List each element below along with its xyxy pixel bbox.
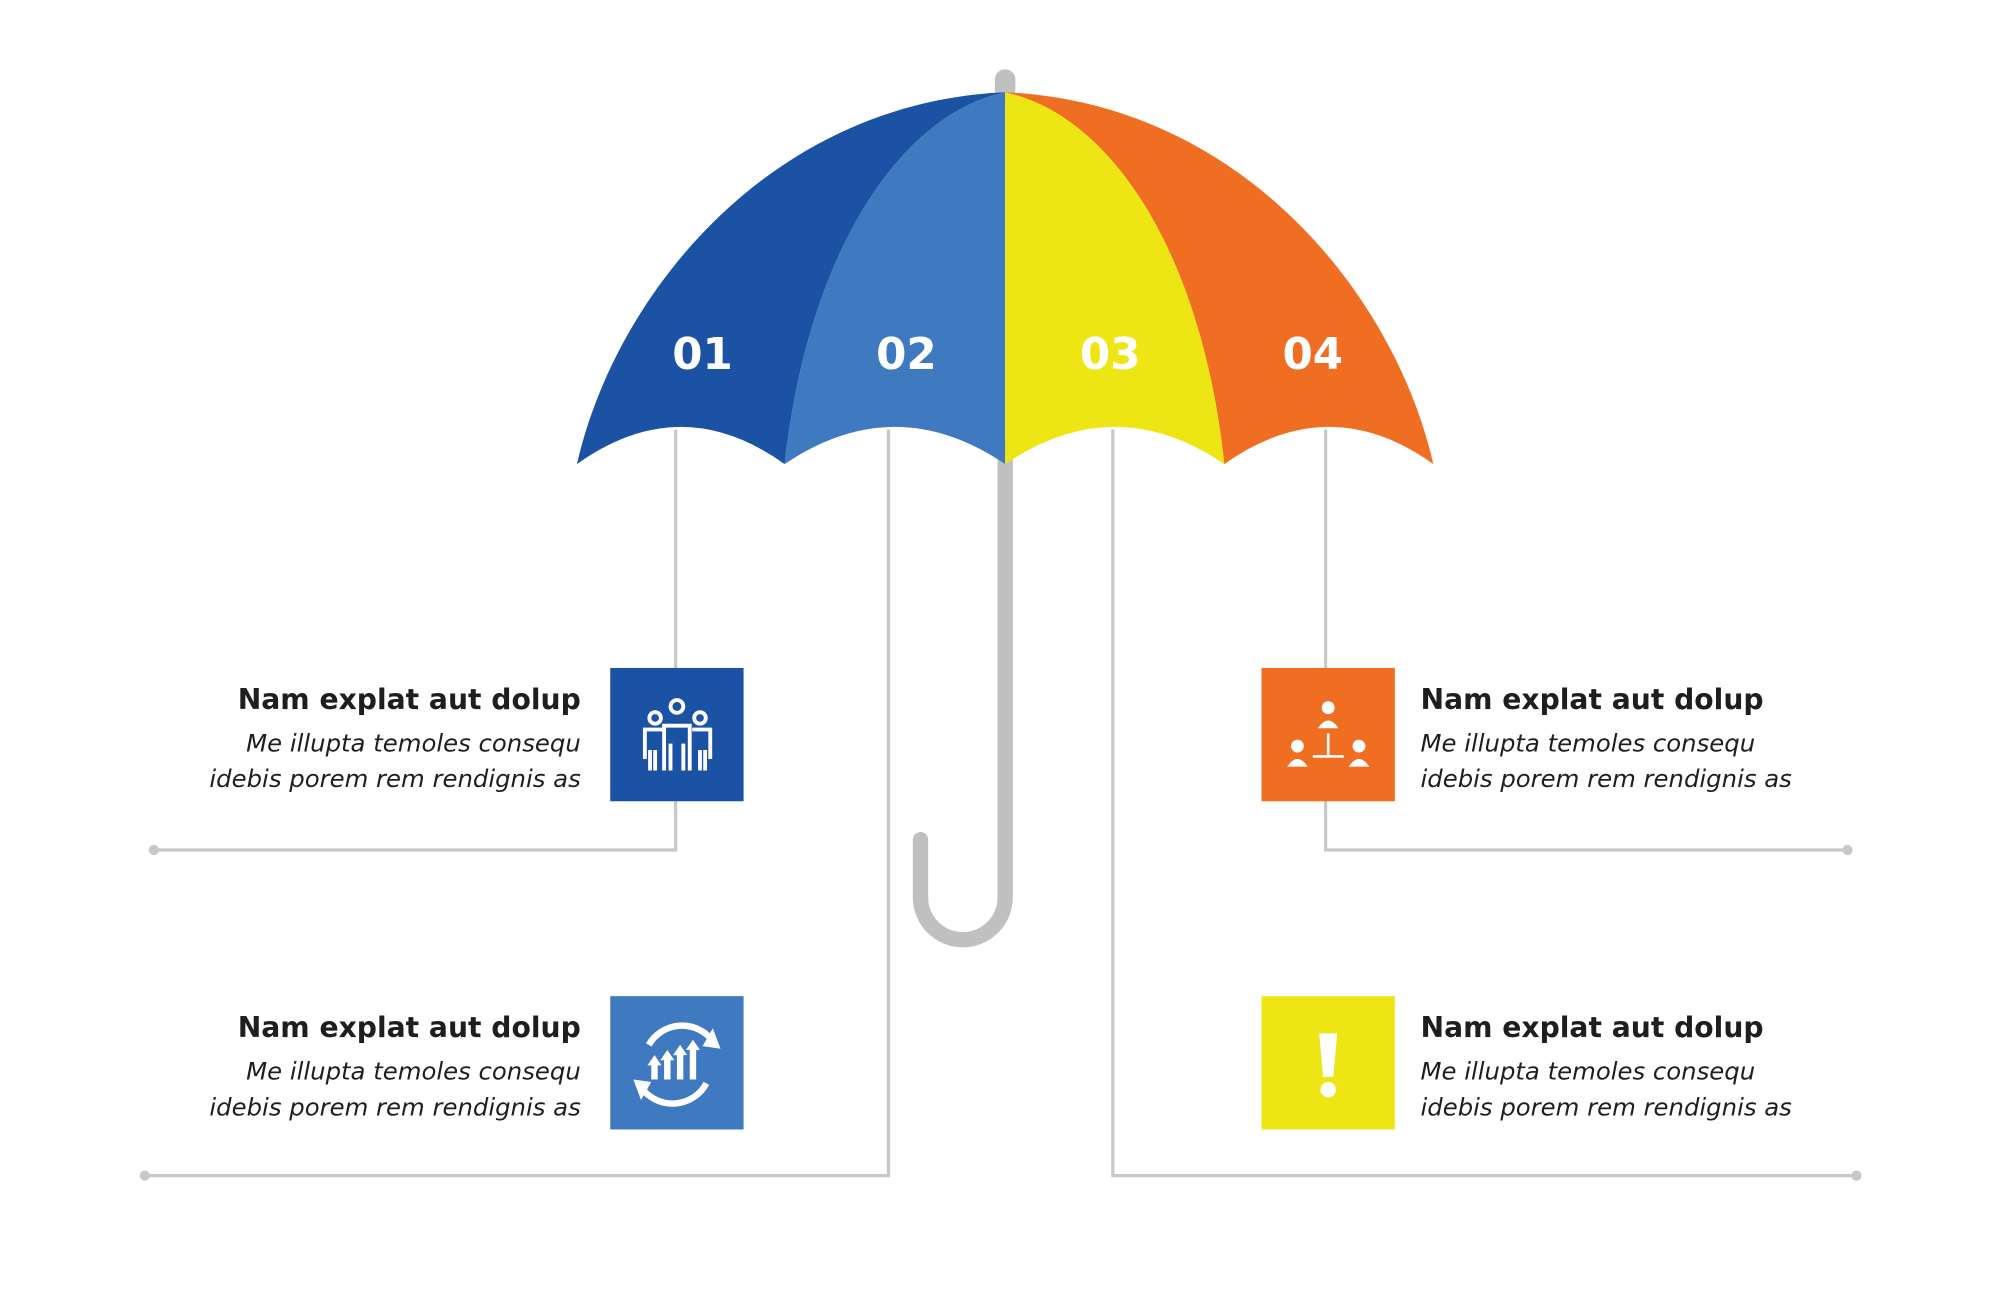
icon-box-01 xyxy=(610,667,744,802)
connector-dot-02 xyxy=(139,1170,150,1181)
segment-desc-01-line2: idebis porem rem rendignis as xyxy=(209,764,581,793)
text-block-03: Nam explat aut dolup Me illupta temoles … xyxy=(1421,1011,1793,1121)
text-block-04: Nam explat aut dolup Me illupta temoles … xyxy=(1421,683,1793,793)
text-block-01: Nam explat aut dolup Me illupta temoles … xyxy=(209,683,581,793)
icon-box-02 xyxy=(610,996,744,1130)
segment-number-03: 03 xyxy=(1080,330,1141,380)
connector-02 xyxy=(144,429,891,1178)
umbrella-canopy xyxy=(576,92,1434,465)
segment-desc-01-line1: Me illupta temoles consequ xyxy=(246,728,581,757)
segment-title-02: Nam explat aut dolup xyxy=(238,1011,581,1044)
segment-number-04: 04 xyxy=(1282,330,1343,380)
hierarchy-icon xyxy=(1287,701,1370,767)
segment-desc-02-line2: idebis porem rem rendignis as xyxy=(209,1092,581,1121)
umbrella-tip xyxy=(994,69,1016,100)
exclamation-icon xyxy=(1319,1033,1338,1098)
text-block-02: Nam explat aut dolup Me illupta temoles … xyxy=(209,1011,581,1121)
connector-lines xyxy=(139,429,1862,1181)
canopy-panel-01 xyxy=(576,92,1006,465)
people-group-icon xyxy=(642,698,713,771)
segment-title-01: Nam explat aut dolup xyxy=(238,683,581,716)
connector-dot-03 xyxy=(1851,1170,1862,1181)
cycle-growth-icon xyxy=(633,1022,721,1107)
connector-dot-01 xyxy=(148,844,159,856)
canopy-panel-02 xyxy=(784,92,1006,465)
connector-dot-04 xyxy=(1842,844,1853,856)
segment-number-01: 01 xyxy=(672,330,733,380)
umbrella-shaft xyxy=(912,441,1013,948)
segment-title-04: Nam explat aut dolup xyxy=(1421,683,1764,716)
icon-box-04 xyxy=(1261,667,1395,802)
segment-desc-02-line1: Me illupta temoles consequ xyxy=(246,1056,581,1085)
segment-desc-03-line2: idebis porem rem rendignis as xyxy=(1421,1092,1793,1121)
segment-desc-04-line1: Me illupta temoles consequ xyxy=(1421,728,1756,757)
canopy-panel-04 xyxy=(1005,92,1434,465)
connector-04 xyxy=(1324,429,1848,852)
canopy-panel-03 xyxy=(1005,92,1225,465)
segment-title-03: Nam explat aut dolup xyxy=(1421,1011,1764,1044)
segment-number-02: 02 xyxy=(876,330,937,380)
icon-box-03 xyxy=(1261,996,1395,1130)
connector-03 xyxy=(1111,429,1857,1178)
segment-desc-04-line2: idebis porem rem rendignis as xyxy=(1421,764,1793,793)
connector-01 xyxy=(153,429,678,852)
segment-desc-03-line1: Me illupta temoles consequ xyxy=(1421,1056,1756,1085)
